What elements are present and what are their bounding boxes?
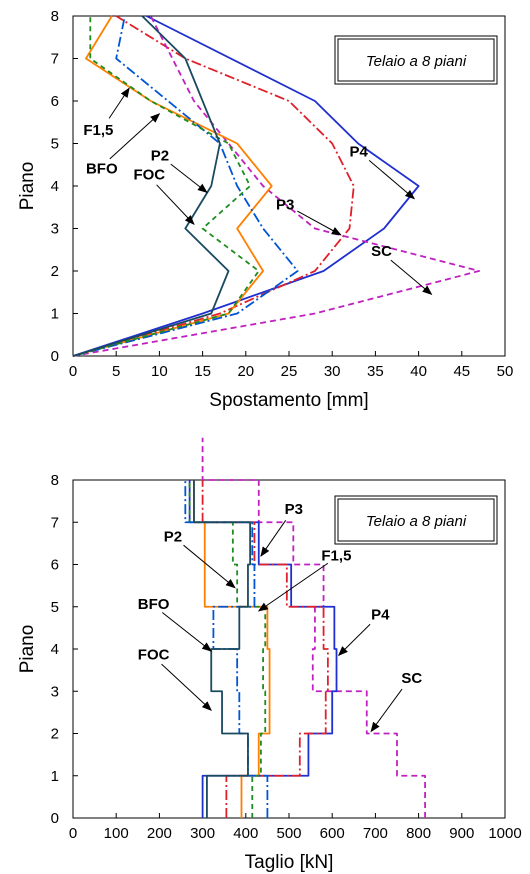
shear-annotation-p3: P3	[285, 501, 303, 518]
displacement-x-tick-label: 50	[497, 363, 514, 380]
displacement-annotation-arrow	[390, 259, 433, 296]
displacement-x-tick-label: 20	[237, 363, 254, 380]
shear-annotation-p2: P2	[164, 528, 182, 545]
shear-annotation-arrow	[257, 562, 329, 612]
shear-box-label: Telaio a 8 piani	[366, 513, 467, 530]
shear-y-tick-label: 2	[51, 726, 59, 743]
shear-annotation-arrow	[183, 544, 236, 589]
displacement-y-tick-label: 8	[51, 8, 59, 25]
displacement-y-tick-label: 2	[51, 263, 59, 280]
shear-x-tick-label: 800	[406, 825, 431, 842]
displacement-annotation-arrow	[368, 159, 416, 200]
displacement-x-axis-title: Spostamento [mm]	[209, 390, 368, 411]
displacement-x-tick-label: 25	[281, 363, 298, 380]
shear-y-tick-label: 8	[51, 472, 59, 489]
displacement-series-f15-line	[72, 16, 260, 357]
displacement-series-p3-line	[72, 15, 355, 357]
displacement-x-tick-label: 5	[112, 363, 120, 380]
shear-annotation-arrow	[370, 688, 403, 733]
shear-y-tick-label: 7	[51, 514, 59, 531]
shear-x-tick-label: 600	[320, 825, 345, 842]
shear-x-tick-label: 700	[363, 825, 388, 842]
shear-series-p2-line	[193, 480, 271, 818]
shear-series-foc-line	[193, 480, 252, 818]
displacement-x-tick-label: 45	[453, 363, 470, 380]
displacement-y-tick-label: 6	[51, 93, 59, 110]
shear-annotation-arrow	[161, 612, 213, 652]
displacement-series-sc-line	[72, 15, 480, 357]
shear-y-tick-label: 1	[51, 768, 59, 785]
shear-annotation-f15: F1,5	[321, 547, 351, 564]
shear-chart-group: 0 100 200 300 400 500 600 700 800 900 1000 0 1 2 3 4 5 6 7…	[17, 437, 522, 873]
displacement-box-inner	[337, 38, 495, 82]
displacement-box-outer	[334, 35, 498, 85]
displacement-annotation-arrow	[170, 163, 208, 193]
displacement-y-axis-title: Piano	[17, 162, 38, 211]
displacement-x-tick-label: 35	[367, 363, 384, 380]
shear-x-tick-label: 1000	[488, 825, 521, 842]
shear-y-tick-label: 0	[51, 810, 59, 827]
displacement-series-p4-line	[72, 15, 420, 357]
shear-x-tick-label: 100	[104, 825, 129, 842]
shear-annotation-arrow	[337, 623, 371, 657]
displacement-annotation-arrow	[109, 113, 161, 160]
displacement-x-tick-label: 30	[324, 363, 341, 380]
shear-y-tick-label: 6	[51, 557, 59, 574]
displacement-annotation-p3: P3	[276, 196, 294, 213]
displacement-series-foc-line	[72, 15, 230, 357]
displacement-y-tick-label: 3	[51, 221, 59, 238]
shear-annotation-sc: SC	[401, 670, 422, 687]
displacement-annotation-arrow	[297, 210, 342, 236]
shear-x-tick-label: 500	[276, 825, 301, 842]
shear-x-tick-label: 400	[233, 825, 258, 842]
shear-series-f15-line	[188, 480, 267, 818]
displacement-y-tick-label: 5	[51, 136, 59, 153]
shear-y-axis-title: Piano	[17, 625, 38, 674]
displacement-y-tick-label: 0	[51, 348, 59, 365]
displacement-annotation-p4: P4	[349, 143, 368, 160]
displacement-box-label: Telaio a 8 piani	[366, 53, 467, 70]
shear-y-tick-label: 3	[51, 683, 59, 700]
shear-annotation-p4: P4	[371, 606, 390, 623]
shear-y-tick-label: 4	[51, 641, 59, 658]
displacement-x-tick-label: 10	[151, 363, 168, 380]
shear-annotation-arrow	[260, 520, 287, 557]
shear-x-axis-title: Taglio [kN]	[245, 852, 334, 873]
shear-box-inner	[337, 498, 495, 542]
displacement-y-tick-label: 7	[51, 51, 59, 68]
shear-x-tick-label: 300	[190, 825, 215, 842]
shear-x-tick-label: 0	[69, 825, 77, 842]
displacement-y-tick-label: 1	[51, 306, 59, 323]
displacement-annotation-arrow	[108, 87, 130, 119]
shear-y-tick-label: 5	[51, 599, 59, 616]
displacement-annotation-bfo: BFO	[86, 160, 118, 177]
displacement-series-bfo-line	[72, 15, 299, 357]
displacement-x-tick-label: 40	[410, 363, 427, 380]
shear-box-outer	[334, 495, 498, 545]
displacement-x-tick-label: 0	[69, 363, 77, 380]
shear-series-p4-line	[188, 480, 338, 818]
shear-annotation-foc: FOC	[138, 647, 170, 664]
displacement-annotation-f15: F1,5	[83, 122, 113, 139]
shear-x-tick-label: 200	[147, 825, 172, 842]
shear-x-tick-label: 900	[449, 825, 474, 842]
shear-series-p3-line	[201, 480, 329, 818]
shear-annotation-arrow	[161, 663, 212, 711]
displacement-annotation-sc: SC	[371, 243, 392, 260]
displacement-annotation-p2: P2	[151, 148, 169, 165]
displacement-chart-group: 0 5 10 15 20 25 30 35 40 45 50012345678Spostamento…	[17, 8, 513, 411]
displacement-series-p2-line	[72, 15, 273, 357]
displacement-annotation-foc: FOC	[133, 167, 165, 184]
displacement-annotation-arrow	[156, 184, 195, 225]
displacement-x-tick-label: 15	[194, 363, 211, 380]
displacement-y-tick-label: 4	[51, 178, 59, 195]
shear-series-sc-line	[201, 437, 426, 818]
shear-annotation-bfo: BFO	[138, 596, 170, 613]
